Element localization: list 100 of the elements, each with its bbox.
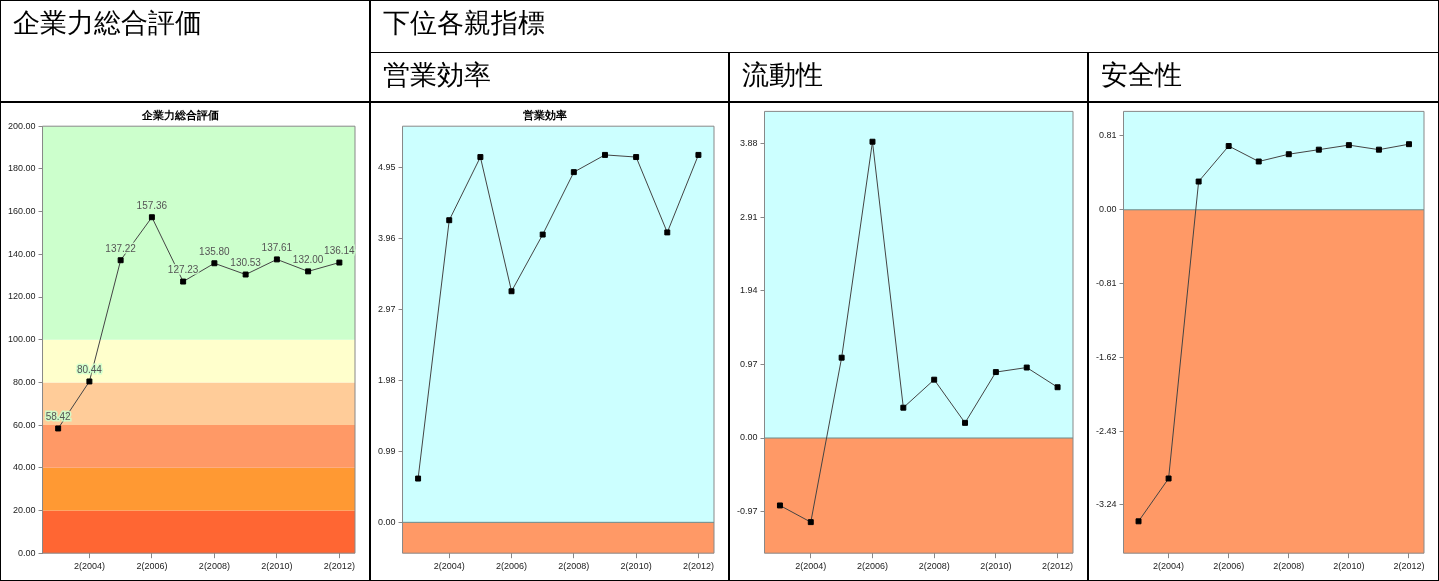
point bbox=[1165, 475, 1172, 482]
data-label: 137.61 bbox=[261, 242, 293, 254]
point bbox=[1285, 151, 1292, 158]
point bbox=[305, 268, 312, 275]
point bbox=[1406, 141, 1412, 148]
y-tick-label: 200.00 bbox=[8, 120, 36, 131]
x-tick-label: 2(2006) bbox=[136, 561, 168, 572]
point bbox=[992, 369, 999, 376]
x-tick-label: 2(2012) bbox=[1393, 561, 1425, 572]
y-tick-label: -1.62 bbox=[1096, 351, 1117, 362]
y-tick-label: 1.94 bbox=[739, 285, 758, 296]
y-tick-label: 180.00 bbox=[8, 163, 36, 174]
point bbox=[695, 151, 702, 158]
point bbox=[508, 288, 515, 295]
point bbox=[1345, 142, 1352, 149]
point bbox=[446, 217, 453, 224]
chart-title: 営業効率 bbox=[370, 52, 729, 102]
y-tick-label: 0.00 bbox=[739, 432, 758, 443]
point bbox=[117, 257, 124, 264]
data-label: 157.36 bbox=[136, 199, 168, 211]
y-tick-label: 0.00 bbox=[18, 547, 36, 558]
point bbox=[242, 271, 249, 278]
x-tick-label: 2(2010) bbox=[620, 561, 652, 572]
point bbox=[1195, 178, 1202, 185]
y-tick-label: 40.00 bbox=[13, 462, 36, 473]
point bbox=[211, 260, 218, 267]
y-tick-label: 0.97 bbox=[739, 358, 758, 369]
y-tick-label: 2.91 bbox=[739, 211, 758, 222]
point bbox=[273, 256, 280, 263]
point bbox=[415, 475, 422, 482]
y-tick-label: 120.00 bbox=[8, 291, 36, 302]
data-label: 135.80 bbox=[199, 246, 231, 258]
y-tick-label: 1.98 bbox=[377, 374, 396, 385]
x-tick-label: 2(2012) bbox=[682, 561, 714, 572]
point bbox=[539, 231, 546, 238]
point bbox=[1054, 384, 1061, 391]
point bbox=[931, 376, 938, 383]
data-label: 130.53 bbox=[230, 257, 262, 269]
x-tick-label: 2(2012) bbox=[323, 561, 355, 572]
y-tick-label: 0.00 bbox=[377, 516, 396, 527]
y-tick-label: -3.24 bbox=[1096, 499, 1117, 510]
x-tick-label: 2(2008) bbox=[1273, 561, 1305, 572]
y-tick-label: 20.00 bbox=[13, 504, 36, 515]
y-tick-label: 0.00 bbox=[1098, 204, 1117, 215]
point bbox=[869, 138, 876, 145]
y-tick-label: 100.00 bbox=[8, 334, 36, 345]
point bbox=[1135, 518, 1142, 525]
y-tick-label: 80.00 bbox=[13, 376, 36, 387]
point bbox=[1225, 143, 1232, 149]
y-tick-label: 160.00 bbox=[8, 206, 36, 217]
x-tick-label: 2(2006) bbox=[1213, 561, 1245, 572]
x-tick-label: 2(2010) bbox=[1333, 561, 1365, 572]
y-tick-label: 3.88 bbox=[739, 138, 758, 149]
point bbox=[1375, 146, 1382, 153]
point bbox=[180, 278, 187, 285]
y-tick-label: 60.00 bbox=[13, 419, 36, 430]
x-tick-label: 2(2006) bbox=[496, 561, 528, 572]
x-tick-label: 2(2008) bbox=[558, 561, 590, 572]
point bbox=[148, 214, 155, 221]
point bbox=[570, 169, 577, 176]
y-tick-label: 4.95 bbox=[377, 161, 396, 172]
point bbox=[602, 151, 608, 158]
y-tick-label: 0.81 bbox=[1098, 130, 1117, 141]
chart-title: 安全性 bbox=[1088, 52, 1439, 102]
y-tick-label: 2.97 bbox=[377, 303, 396, 314]
y-tick-label: -0.97 bbox=[737, 506, 758, 517]
x-tick-label: 2(2012) bbox=[1042, 561, 1074, 572]
point bbox=[1023, 364, 1030, 371]
y-tick-label: 140.00 bbox=[8, 248, 36, 259]
x-tick-label: 2(2004) bbox=[1153, 561, 1185, 572]
x-tick-label: 2(2010) bbox=[261, 561, 293, 572]
x-tick-label: 2(2008) bbox=[918, 561, 950, 572]
x-tick-label: 2(2010) bbox=[980, 561, 1012, 572]
point bbox=[776, 502, 783, 509]
data-label: 132.00 bbox=[292, 254, 324, 266]
chart-subtitle: 営業効率 bbox=[522, 108, 567, 121]
y-tick-label: -2.43 bbox=[1096, 425, 1117, 436]
chart-title: 企業力総合評価 bbox=[0, 0, 370, 102]
point bbox=[807, 519, 814, 526]
x-tick-label: 2(2004) bbox=[433, 561, 465, 572]
chart-subtitle: 企業力総合評価 bbox=[140, 108, 219, 121]
point bbox=[633, 154, 640, 161]
x-tick-label: 2(2004) bbox=[795, 561, 827, 572]
point bbox=[900, 404, 907, 411]
point bbox=[838, 354, 845, 361]
text: 下位各親指標 bbox=[370, 0, 1439, 53]
point bbox=[477, 154, 484, 161]
x-tick-label: 2(2008) bbox=[198, 561, 230, 572]
point bbox=[1255, 158, 1262, 165]
data-label: 136.14 bbox=[324, 245, 356, 257]
point bbox=[664, 229, 671, 236]
point bbox=[86, 378, 93, 385]
point bbox=[1315, 146, 1322, 153]
x-tick-label: 2(2004) bbox=[73, 561, 105, 572]
y-tick-label: -0.81 bbox=[1096, 278, 1117, 289]
x-tick-label: 2(2006) bbox=[856, 561, 888, 572]
point bbox=[962, 419, 969, 426]
y-tick-label: 0.99 bbox=[377, 445, 396, 456]
point bbox=[336, 259, 343, 266]
chart-title: 流動性 bbox=[729, 52, 1088, 102]
